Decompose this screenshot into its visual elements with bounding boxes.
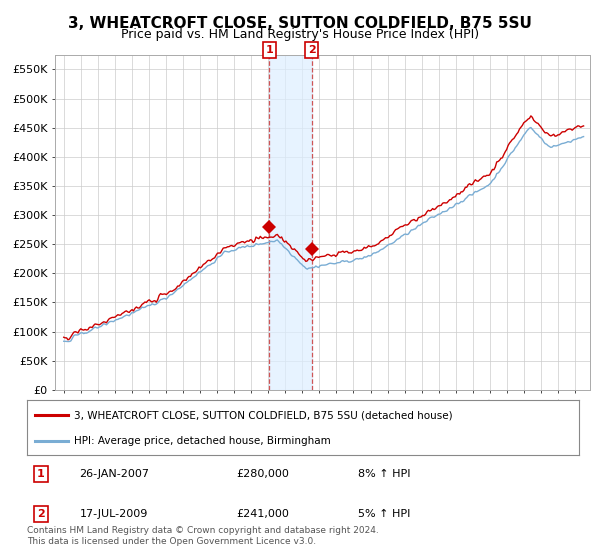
Text: £280,000: £280,000 <box>237 469 290 479</box>
Text: 8% ↑ HPI: 8% ↑ HPI <box>358 469 410 479</box>
Text: 17-JUL-2009: 17-JUL-2009 <box>79 509 148 519</box>
Bar <box>269 55 311 390</box>
Text: Price paid vs. HM Land Registry's House Price Index (HPI): Price paid vs. HM Land Registry's House … <box>121 28 479 41</box>
Text: Contains HM Land Registry data © Crown copyright and database right 2024.
This d: Contains HM Land Registry data © Crown c… <box>27 526 379 546</box>
Text: 1: 1 <box>266 45 274 55</box>
Text: 2: 2 <box>37 509 44 519</box>
Text: £241,000: £241,000 <box>237 509 290 519</box>
Text: 2: 2 <box>308 45 316 55</box>
Text: 3, WHEATCROFT CLOSE, SUTTON COLDFIELD, B75 5SU (detached house): 3, WHEATCROFT CLOSE, SUTTON COLDFIELD, B… <box>74 410 452 421</box>
Text: 3, WHEATCROFT CLOSE, SUTTON COLDFIELD, B75 5SU: 3, WHEATCROFT CLOSE, SUTTON COLDFIELD, B… <box>68 16 532 31</box>
Text: HPI: Average price, detached house, Birmingham: HPI: Average price, detached house, Birm… <box>74 436 331 446</box>
Text: 26-JAN-2007: 26-JAN-2007 <box>79 469 149 479</box>
Text: 1: 1 <box>37 469 44 479</box>
Text: 5% ↑ HPI: 5% ↑ HPI <box>358 509 410 519</box>
